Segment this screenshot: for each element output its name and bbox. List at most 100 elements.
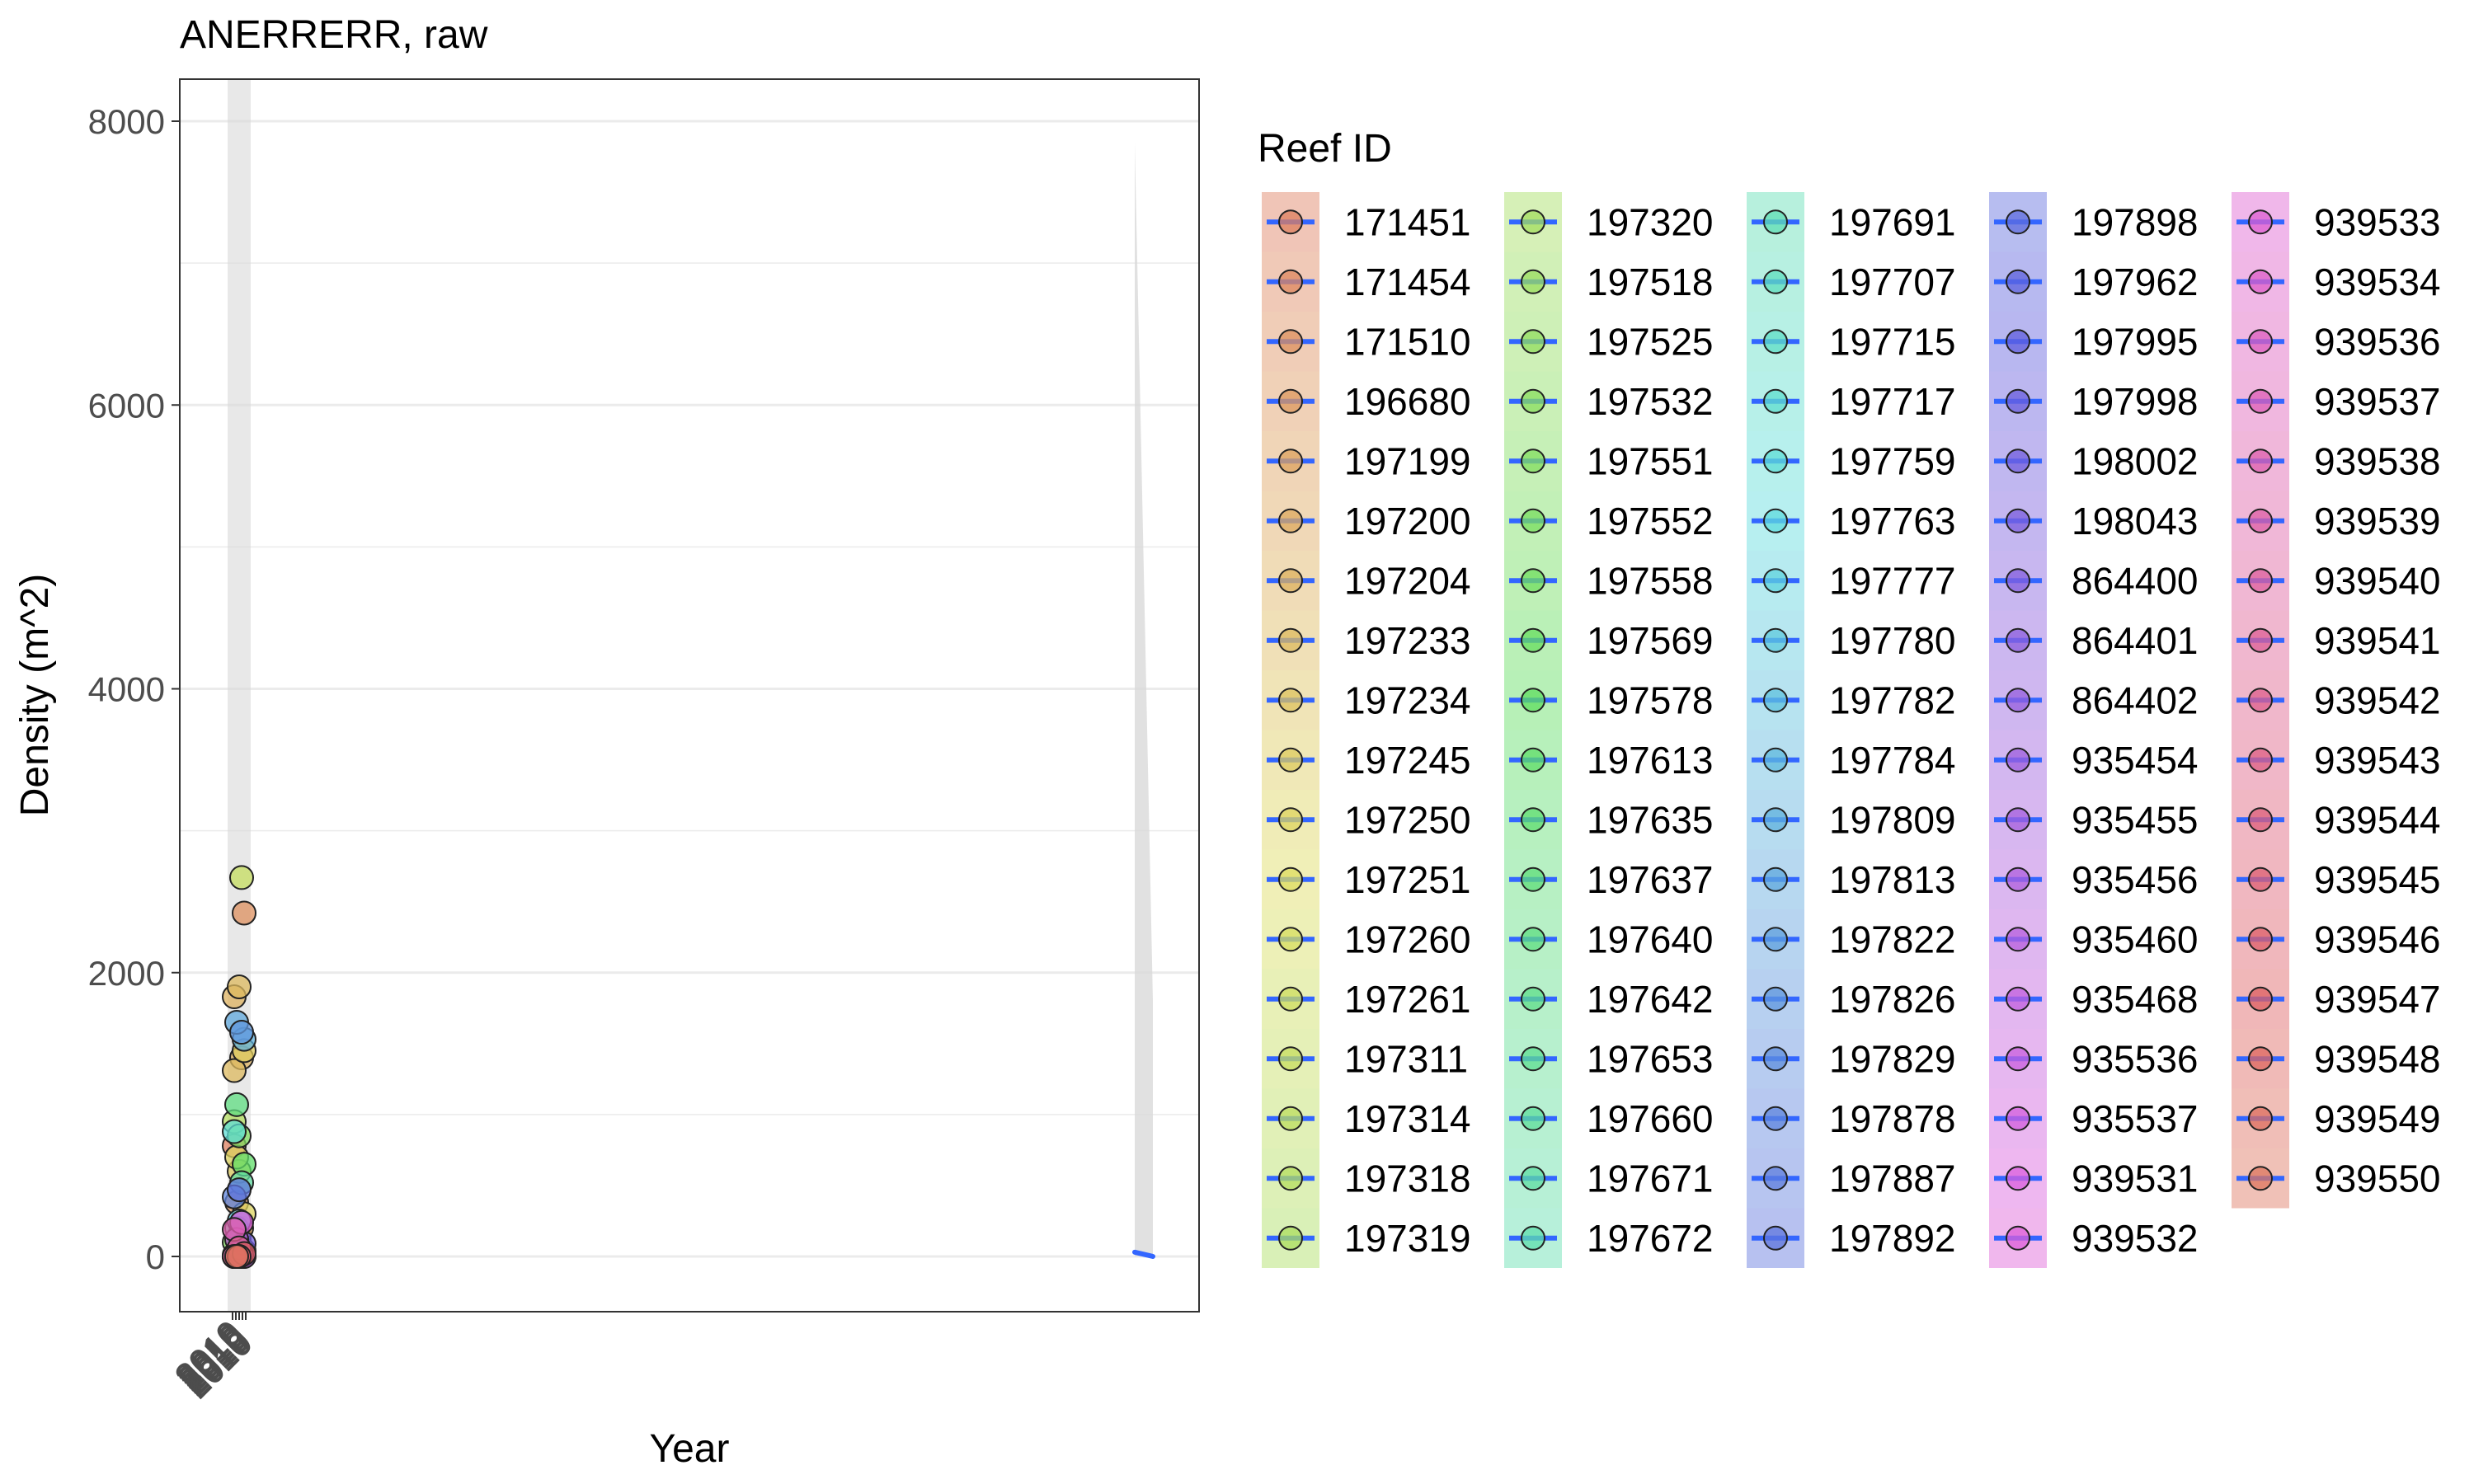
legend-label: 197809 bbox=[1829, 798, 1956, 841]
legend-key-point bbox=[2248, 1166, 2273, 1191]
legend-key-point bbox=[2006, 329, 2030, 355]
y-axis-label: Density (m^2) bbox=[13, 574, 57, 817]
legend-key-point bbox=[1278, 329, 1303, 355]
legend-key-point bbox=[2248, 866, 2273, 892]
legend-key-point bbox=[2248, 927, 2273, 952]
legend-key-point bbox=[1278, 448, 1303, 474]
legend-label: 197261 bbox=[1344, 978, 1471, 1021]
legend-key-point bbox=[2006, 568, 2030, 594]
legend-label: 197784 bbox=[1829, 739, 1956, 782]
legend-label: 197763 bbox=[1829, 500, 1956, 542]
legend-label: 939550 bbox=[2314, 1157, 2441, 1200]
legend-label: 197717 bbox=[1829, 380, 1956, 423]
legend-label: 197782 bbox=[1829, 679, 1956, 721]
legend-key-point bbox=[1521, 209, 1545, 235]
legend-key-point bbox=[2006, 1166, 2030, 1191]
y-tick-label: 6000 bbox=[88, 386, 165, 425]
legend-label: 935468 bbox=[2072, 978, 2199, 1021]
legend-label: 197998 bbox=[2072, 380, 2199, 423]
legend-label: 197245 bbox=[1344, 739, 1471, 782]
legend-key-point bbox=[1763, 329, 1788, 355]
legend-key-point bbox=[1521, 1225, 1545, 1251]
legend-label: 197525 bbox=[1587, 320, 1714, 363]
legend-label: 197660 bbox=[1587, 1097, 1714, 1140]
legend-label: 939548 bbox=[2314, 1037, 2441, 1080]
legend-label: 939534 bbox=[2314, 261, 2441, 303]
legend-key-point bbox=[1763, 986, 1788, 1012]
legend-key-point bbox=[1763, 508, 1788, 533]
legend-label: 197887 bbox=[1829, 1157, 1956, 1200]
legend-key-point bbox=[2248, 388, 2273, 414]
y-tick-label: 0 bbox=[146, 1237, 165, 1276]
legend-key-point bbox=[2006, 1046, 2030, 1072]
legend-label: 197635 bbox=[1587, 798, 1714, 841]
legend-label: 197995 bbox=[2072, 320, 2199, 363]
legend-label: 197260 bbox=[1344, 918, 1471, 960]
legend-label: 939539 bbox=[2314, 500, 2441, 542]
y-tick-label: 2000 bbox=[88, 954, 165, 993]
legend-key-point bbox=[1763, 568, 1788, 594]
legend-key-point bbox=[2006, 1106, 2030, 1131]
legend-label: 197250 bbox=[1344, 798, 1471, 841]
legend-key-point bbox=[1763, 927, 1788, 952]
legend-label: 939547 bbox=[2314, 978, 2441, 1021]
legend-key-point bbox=[1521, 388, 1545, 414]
legend-label: 197813 bbox=[1829, 858, 1956, 901]
legend-key-point bbox=[1521, 269, 1545, 294]
legend-key-point bbox=[1278, 1225, 1303, 1251]
legend-key-point bbox=[1278, 627, 1303, 653]
legend-label: 939540 bbox=[2314, 559, 2441, 602]
legend-key-point bbox=[2248, 1046, 2273, 1072]
legend-label: 197204 bbox=[1344, 559, 1471, 602]
legend-key-point bbox=[2248, 269, 2273, 294]
legend-key-point bbox=[2006, 388, 2030, 414]
legend-key-point bbox=[2006, 209, 2030, 235]
legend-key-point bbox=[2006, 986, 2030, 1012]
legend-label: 197552 bbox=[1587, 500, 1714, 542]
legend-label: 939544 bbox=[2314, 798, 2441, 841]
legend-label: 939549 bbox=[2314, 1097, 2441, 1140]
legend-label: 171451 bbox=[1344, 200, 1471, 243]
legend-key-point bbox=[2006, 747, 2030, 773]
legend-label: 939543 bbox=[2314, 739, 2441, 782]
legend-key-point bbox=[1763, 866, 1788, 892]
legend-label: 197569 bbox=[1587, 619, 1714, 662]
legend-label: 197829 bbox=[1829, 1037, 1956, 1080]
legend-label: 939541 bbox=[2314, 619, 2441, 662]
legend-label: 197822 bbox=[1829, 918, 1956, 960]
legend-label: 197715 bbox=[1829, 320, 1956, 363]
data-point-197311 bbox=[229, 865, 254, 890]
legend-label: 197234 bbox=[1344, 679, 1471, 721]
legend-label: 864402 bbox=[2072, 679, 2199, 721]
legend-key-point bbox=[1278, 568, 1303, 594]
legend-key-point bbox=[2006, 927, 2030, 952]
legend-key-point bbox=[1521, 1106, 1545, 1131]
legend-key-point bbox=[1521, 688, 1545, 713]
legend-label: 939533 bbox=[2314, 200, 2441, 243]
legend-label: 939542 bbox=[2314, 679, 2441, 721]
data-point-197759 bbox=[222, 1119, 247, 1144]
legend-label: 197637 bbox=[1587, 858, 1714, 901]
legend-key-point bbox=[1763, 1046, 1788, 1072]
legend-label: 197532 bbox=[1587, 380, 1714, 423]
legend-key-point bbox=[1278, 1166, 1303, 1191]
legend-label: 939545 bbox=[2314, 858, 2441, 901]
legend-key-point bbox=[1521, 927, 1545, 952]
legend-label: 939531 bbox=[2072, 1157, 2199, 1200]
legend-key-point bbox=[1521, 448, 1545, 474]
legend-key-point bbox=[1763, 388, 1788, 414]
legend-label: 197320 bbox=[1587, 200, 1714, 243]
legend-key-point bbox=[1763, 448, 1788, 474]
data-point-197892 bbox=[227, 1177, 252, 1203]
legend-label: 197251 bbox=[1344, 858, 1471, 901]
legend-key-point bbox=[2248, 986, 2273, 1012]
legend-label: 197707 bbox=[1829, 261, 1956, 303]
legend-key-point bbox=[2248, 568, 2273, 594]
data-points bbox=[222, 865, 256, 1269]
legend-key-point bbox=[1521, 866, 1545, 892]
legend-label: 197759 bbox=[1829, 439, 1956, 482]
legend-key-point bbox=[1763, 1166, 1788, 1191]
legend-key-point bbox=[1521, 807, 1545, 833]
legend-key-point bbox=[2006, 688, 2030, 713]
y-tick-label: 8000 bbox=[88, 102, 165, 141]
